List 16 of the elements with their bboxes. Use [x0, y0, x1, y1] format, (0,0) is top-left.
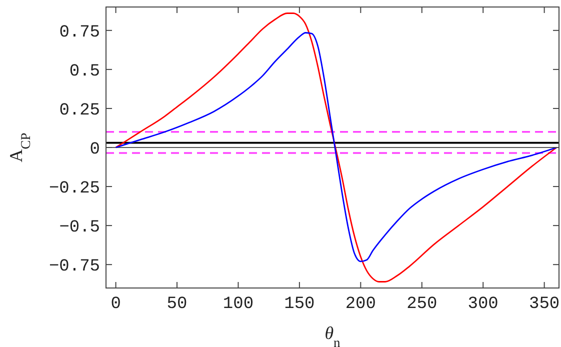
y-tick-label: −0.5: [59, 218, 100, 238]
x-tick-label: 350: [529, 295, 560, 314]
y-tick-label: −0.75: [48, 258, 100, 277]
x-tick-label: 50: [166, 295, 188, 314]
y-tick-label: 0.5: [69, 62, 100, 82]
x-tick-label: 200: [345, 295, 376, 314]
y-tick-label: 0: [90, 140, 100, 160]
y-tick-label: 0.25: [59, 101, 100, 120]
y-tick-label: −0.25: [48, 179, 100, 198]
x-tick-label: 150: [284, 295, 315, 314]
x-axis-title: θ$_{n}$: [324, 323, 341, 347]
x-tick-label: 250: [406, 295, 438, 314]
x-tick-label: 100: [222, 295, 254, 314]
x-tick-label: 0: [110, 295, 121, 314]
y-tick-label: 0.75: [59, 23, 100, 42]
x-tick-label: 300: [468, 295, 498, 314]
